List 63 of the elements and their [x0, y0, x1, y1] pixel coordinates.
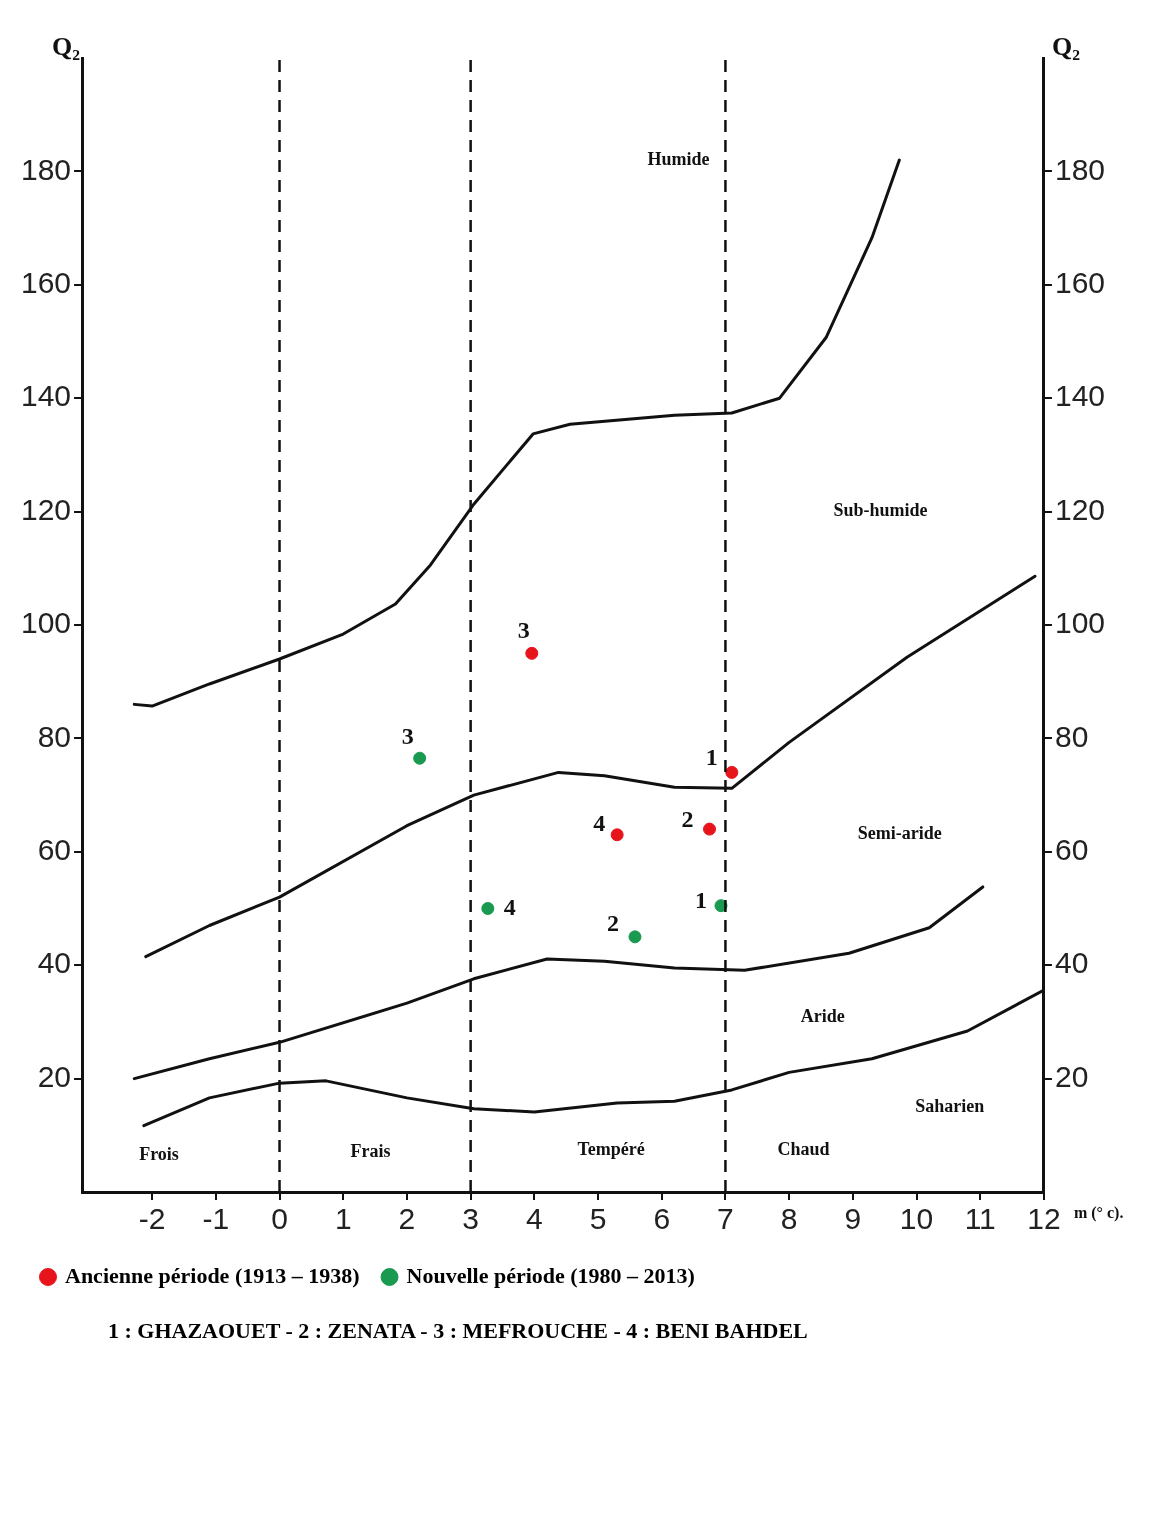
- x-axis-title: m (° c).: [1073, 1204, 1124, 1223]
- y-tick-label: 140: [20, 379, 72, 413]
- annotation: 1: [694, 886, 707, 913]
- x-tick-label: 1: [334, 1202, 352, 1236]
- annotation: Tempéré: [577, 1138, 645, 1159]
- x-tick-label: 10: [899, 1202, 934, 1236]
- annotation: 2: [681, 806, 694, 833]
- annotation: Sub-humide: [833, 500, 928, 521]
- annotation: 3: [401, 723, 414, 750]
- y2-tick-label: 180: [1054, 152, 1106, 186]
- y-tick-label: 40: [37, 946, 72, 980]
- x-tick-label: 5: [589, 1202, 607, 1236]
- y-tick-label: 180: [20, 152, 72, 186]
- point: [725, 765, 739, 779]
- annotation: Saharien: [915, 1095, 985, 1116]
- annotation: 3: [517, 616, 530, 643]
- x-tick-label: 0: [271, 1202, 288, 1236]
- y2-tick-label: 40: [1054, 946, 1089, 980]
- annotation: 1: [705, 743, 718, 770]
- text: 1 : GHAZAOUET - 2 : ZENATA - 3 : MEFROUCHE - 4 : BENI BAHDEL: [108, 1318, 809, 1344]
- annotation: 2: [606, 910, 619, 937]
- x-tick-label: 7: [717, 1202, 734, 1236]
- y2-tick-label: 160: [1054, 266, 1106, 300]
- x-tick-label: 8: [780, 1202, 798, 1236]
- x-tick-label: 3: [462, 1202, 479, 1236]
- point: [525, 646, 539, 660]
- y-axis-title: Q₂: [52, 31, 81, 61]
- x-tick-label: -2: [138, 1202, 166, 1236]
- y-tick-label: 100: [20, 606, 72, 640]
- y2-tick-label: 80: [1054, 719, 1089, 753]
- annotation: Frais: [350, 1140, 391, 1161]
- y-tick-label: 60: [37, 833, 72, 867]
- annotation: Aride: [800, 1006, 845, 1027]
- x-tick-label: 2: [398, 1202, 416, 1236]
- y2-axis-title: Q₂: [1051, 31, 1081, 61]
- annotation: Semi-aride: [857, 823, 942, 844]
- x-tick-label: 6: [653, 1202, 671, 1236]
- x-tick-label: 12: [1027, 1202, 1061, 1236]
- point: [628, 930, 642, 944]
- y-tick-label: 80: [37, 719, 72, 753]
- y2-tick-label: 60: [1054, 833, 1089, 867]
- y-tick-label: 160: [20, 266, 72, 300]
- x-tick-label: 11: [964, 1202, 996, 1236]
- x-tick-label: 9: [844, 1202, 862, 1236]
- y2-tick-label: 140: [1054, 379, 1106, 413]
- y2-tick-label: 20: [1054, 1059, 1089, 1093]
- annotation: 4: [593, 809, 606, 836]
- annotation: Frois: [139, 1144, 179, 1165]
- point: [610, 828, 624, 842]
- y-tick-label: 20: [37, 1059, 72, 1093]
- annotation: Humide: [647, 148, 710, 169]
- point: [413, 751, 427, 765]
- point: [481, 902, 495, 915]
- annotation: Chaud: [777, 1138, 830, 1159]
- legend-label: Nouvelle période (1980 – 2013): [406, 1262, 695, 1288]
- y2-tick-label: 120: [1054, 492, 1106, 526]
- legend-label: Ancienne période (1913 – 1938): [65, 1262, 360, 1288]
- point: [703, 822, 717, 836]
- y-tick-label: 120: [20, 492, 72, 526]
- x-tick-label: 4: [525, 1202, 543, 1236]
- annotation: 4: [503, 893, 516, 920]
- x-tick-label: -1: [202, 1202, 230, 1236]
- y2-tick-label: 100: [1054, 606, 1106, 640]
